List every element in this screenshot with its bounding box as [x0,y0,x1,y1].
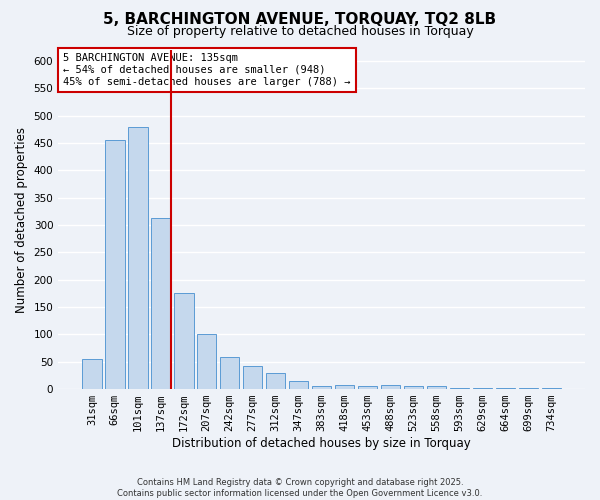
Text: Contains HM Land Registry data © Crown copyright and database right 2025.
Contai: Contains HM Land Registry data © Crown c… [118,478,482,498]
Bar [496,388,515,389]
Text: 5, BARCHINGTON AVENUE, TORQUAY, TQ2 8LB: 5, BARCHINGTON AVENUE, TORQUAY, TQ2 8LB [103,12,497,28]
Bar [151,218,170,389]
Bar [128,126,148,389]
Bar [381,384,400,389]
Bar [335,384,355,389]
Bar [427,386,446,389]
Bar [243,366,262,389]
Bar [105,140,125,389]
Bar [266,372,286,389]
Bar [542,388,561,389]
Bar [449,388,469,389]
Bar [289,381,308,389]
Bar [358,386,377,389]
X-axis label: Distribution of detached houses by size in Torquay: Distribution of detached houses by size … [172,437,471,450]
Bar [174,294,194,389]
Bar [473,388,492,389]
Bar [197,334,217,389]
Text: 5 BARCHINGTON AVENUE: 135sqm
← 54% of detached houses are smaller (948)
45% of s: 5 BARCHINGTON AVENUE: 135sqm ← 54% of de… [64,54,351,86]
Bar [220,358,239,389]
Bar [404,386,423,389]
Bar [312,386,331,389]
Y-axis label: Number of detached properties: Number of detached properties [15,126,28,312]
Text: Size of property relative to detached houses in Torquay: Size of property relative to detached ho… [127,25,473,38]
Bar [82,359,101,389]
Bar [518,388,538,389]
